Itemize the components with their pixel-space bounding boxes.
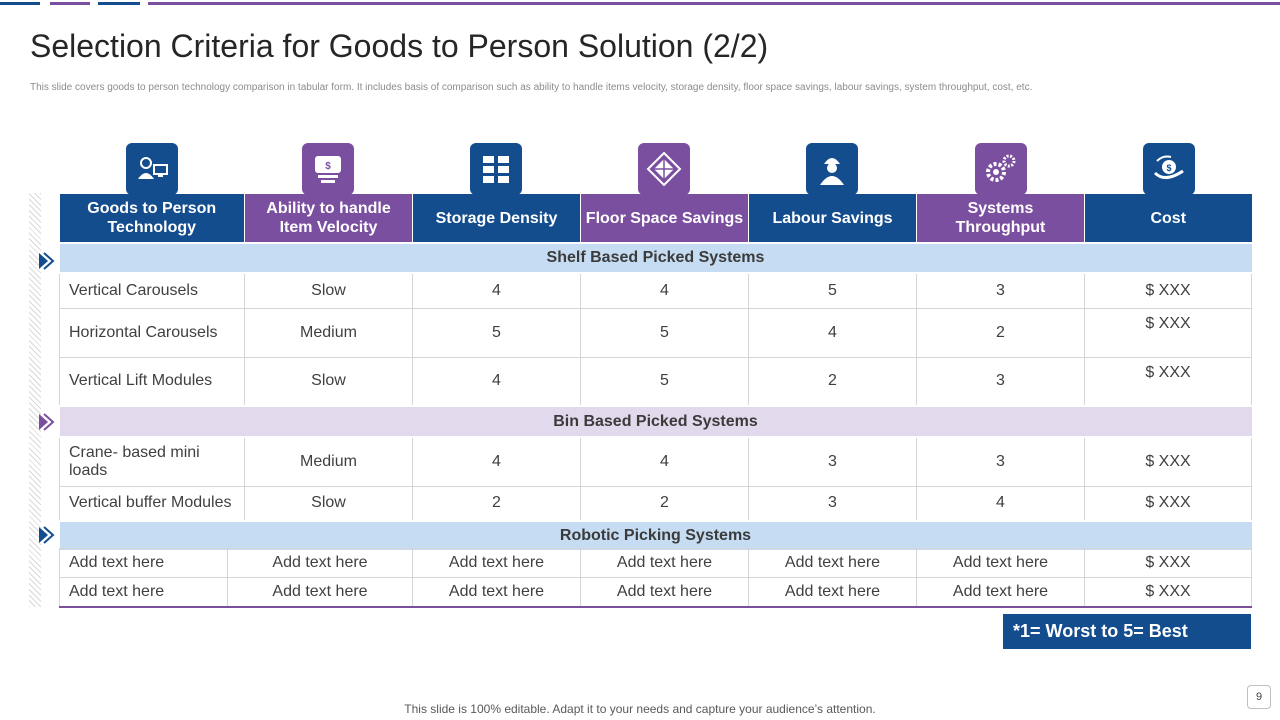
svg-text:$: $ [325,161,331,172]
header-labour-savings: Labour Savings [748,194,917,243]
floor-diamond-icon [638,143,690,195]
cell: 5 [580,356,749,407]
cell: 4 [580,272,749,309]
cell: 4 [412,436,581,487]
header-goods-to-person-technology: Goods to Person Technology [59,194,245,243]
rating-legend: *1= Worst to 5= Best [1003,614,1251,649]
cell: 3 [916,356,1085,407]
cell: Medium [244,307,413,358]
row-label: Crane- based mini loads [59,436,245,487]
table-row: Vertical Lift Modules Slow 4 5 2 3 $ XXX [59,356,1252,407]
section-title: Shelf Based Picked Systems [59,242,1252,274]
cell: 4 [580,436,749,487]
cell: Add text here [748,577,917,607]
row-label: Add text here [59,577,228,607]
cell: 2 [412,485,581,522]
cell: 4 [916,485,1085,522]
cell: Add text here [412,548,581,578]
cell: Slow [244,485,413,522]
comparison-table: Goods to Person Technology Ability to ha… [59,194,1252,552]
cell: Add text here [580,577,749,607]
cell: Add text here [227,577,413,607]
row-label: Add text here [59,548,228,578]
cell: Add text here [916,548,1085,578]
svg-text:$: $ [1166,163,1171,173]
cell: 3 [748,436,917,487]
header-item-velocity: Ability to handle Item Velocity [244,194,413,243]
cell: Add text here [412,577,581,607]
decorative-hatch-strip [29,193,41,607]
cell: Add text here [916,577,1085,607]
cell: Slow [244,356,413,407]
cell: 2 [580,485,749,522]
section-arrow-icon [39,413,55,431]
cell: Add text here [580,548,749,578]
top-accent-bar-1 [0,2,40,5]
row-label: Vertical buffer Modules [59,485,245,522]
top-accent-bar-2 [50,2,90,5]
cell: 5 [412,307,581,358]
cell: Medium [244,436,413,487]
cell: 4 [748,307,917,358]
cost-cell: $ XXX [1084,577,1252,607]
cell: 3 [916,436,1085,487]
section-row-bin: Bin Based Picked Systems [59,405,1252,438]
cell: 3 [916,272,1085,309]
person-computer-icon [126,143,178,195]
row-label: Vertical Carousels [59,272,245,309]
table-header-row: Goods to Person Technology Ability to ha… [59,194,1252,243]
header-floor-space-savings: Floor Space Savings [580,194,749,243]
section-arrow-icon [39,252,55,270]
cell: Add text here [227,548,413,578]
cell: 5 [748,272,917,309]
cost-cell: $ XXX [1084,272,1252,309]
table-row: Add text here Add text here Add text her… [59,548,1252,578]
top-accent-bar-3 [98,2,140,5]
cell: 4 [412,356,581,407]
cell: 3 [748,485,917,522]
robotic-rows-table: Add text here Add text here Add text her… [59,548,1252,608]
top-accent-bar-4 [148,2,1280,5]
storage-drawers-icon [470,143,522,195]
hand-coin-icon: $ [1143,143,1195,195]
header-systems-throughput: Systems Throughput [916,194,1085,243]
table-row: Add text here Add text here Add text her… [59,577,1252,607]
section-row-robotic: Robotic Picking Systems [59,520,1252,552]
header-cost: Cost [1084,194,1252,243]
cost-cell: $ XXX [1084,356,1252,407]
table-row: Vertical buffer Modules Slow 2 2 3 4 $ X… [59,485,1252,522]
slide-subtitle: This slide covers goods to person techno… [30,82,1033,93]
cell: 2 [748,356,917,407]
section-arrow-icon [39,526,55,544]
section-row-shelf: Shelf Based Picked Systems [59,242,1252,274]
cell: Add text here [748,548,917,578]
cell: 4 [412,272,581,309]
section-title: Bin Based Picked Systems [59,405,1252,438]
row-label: Vertical Lift Modules [59,356,245,407]
page-number: 9 [1247,685,1271,709]
row-label: Horizontal Carousels [59,307,245,358]
table-row: Crane- based mini loads Medium 4 4 3 3 $… [59,436,1252,487]
footer-note: This slide is 100% editable. Adapt it to… [404,702,876,716]
worker-helmet-icon [806,143,858,195]
cell: 5 [580,307,749,358]
cell: Slow [244,272,413,309]
cell: 2 [916,307,1085,358]
cost-cell: $ XXX [1084,485,1252,522]
table-row: Vertical Carousels Slow 4 4 5 3 $ XXX [59,272,1252,309]
table-row: Horizontal Carousels Medium 5 5 4 2 $ XX… [59,307,1252,358]
gears-icon [975,143,1027,195]
header-storage-density: Storage Density [412,194,581,243]
money-box-icon: $ [302,143,354,195]
section-title: Robotic Picking Systems [59,520,1252,552]
slide-title: Selection Criteria for Goods to Person S… [30,28,769,64]
cost-cell: $ XXX [1084,436,1252,487]
cost-cell: $ XXX [1084,307,1252,358]
cost-cell: $ XXX [1084,548,1252,578]
